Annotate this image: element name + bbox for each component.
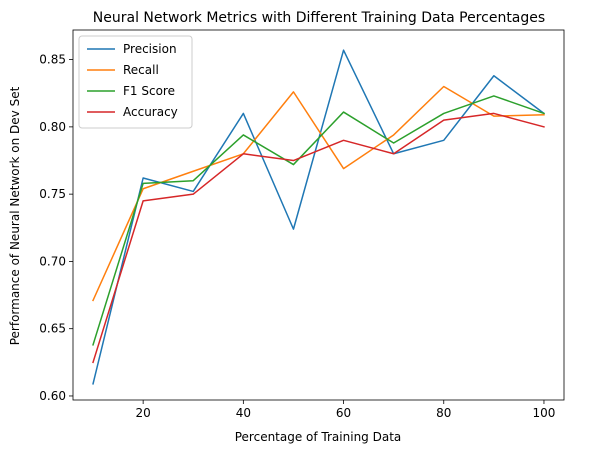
series-line-accuracy <box>92 112 545 364</box>
legend-box <box>78 35 193 129</box>
x-tick-label: 100 <box>533 406 556 420</box>
y-tick-label: 0.65 <box>39 322 66 336</box>
plot-area: 20 40 60 80 100 0.60 0.65 0.70 0.75 0.80 0.85 Preci… <box>39 29 565 420</box>
legend: Precision Recall F1 Score Accuracy <box>78 35 193 129</box>
y-axis-label: Performance of Neural Network on Dev Set <box>8 86 22 345</box>
y-tick-label: 0.60 <box>39 389 66 403</box>
series-line-f1-score <box>92 95 545 346</box>
axes-frame <box>72 29 565 401</box>
series-line-recall <box>92 85 545 302</box>
legend-label-accuracy: Accuracy <box>123 105 178 119</box>
x-axis-label: Percentage of Training Data <box>235 430 402 444</box>
chart-title: Neural Network Metrics with Different Tr… <box>93 10 545 26</box>
x-tick-label: 20 <box>136 406 151 420</box>
y-tick-label: 0.80 <box>39 120 66 134</box>
y-tick-label: 0.75 <box>39 187 66 201</box>
legend-label-f1-score: F1 Score <box>123 84 175 98</box>
series-line-precision <box>92 49 546 385</box>
y-tick-label: 0.70 <box>39 254 66 268</box>
legend-label-recall: Recall <box>123 63 159 77</box>
x-tick-label: 80 <box>436 406 451 420</box>
y-tick-label: 0.85 <box>39 53 66 67</box>
legend-label-precision: Precision <box>123 42 177 56</box>
x-tick-label: 40 <box>236 406 251 420</box>
x-tick-label: 60 <box>336 406 351 420</box>
